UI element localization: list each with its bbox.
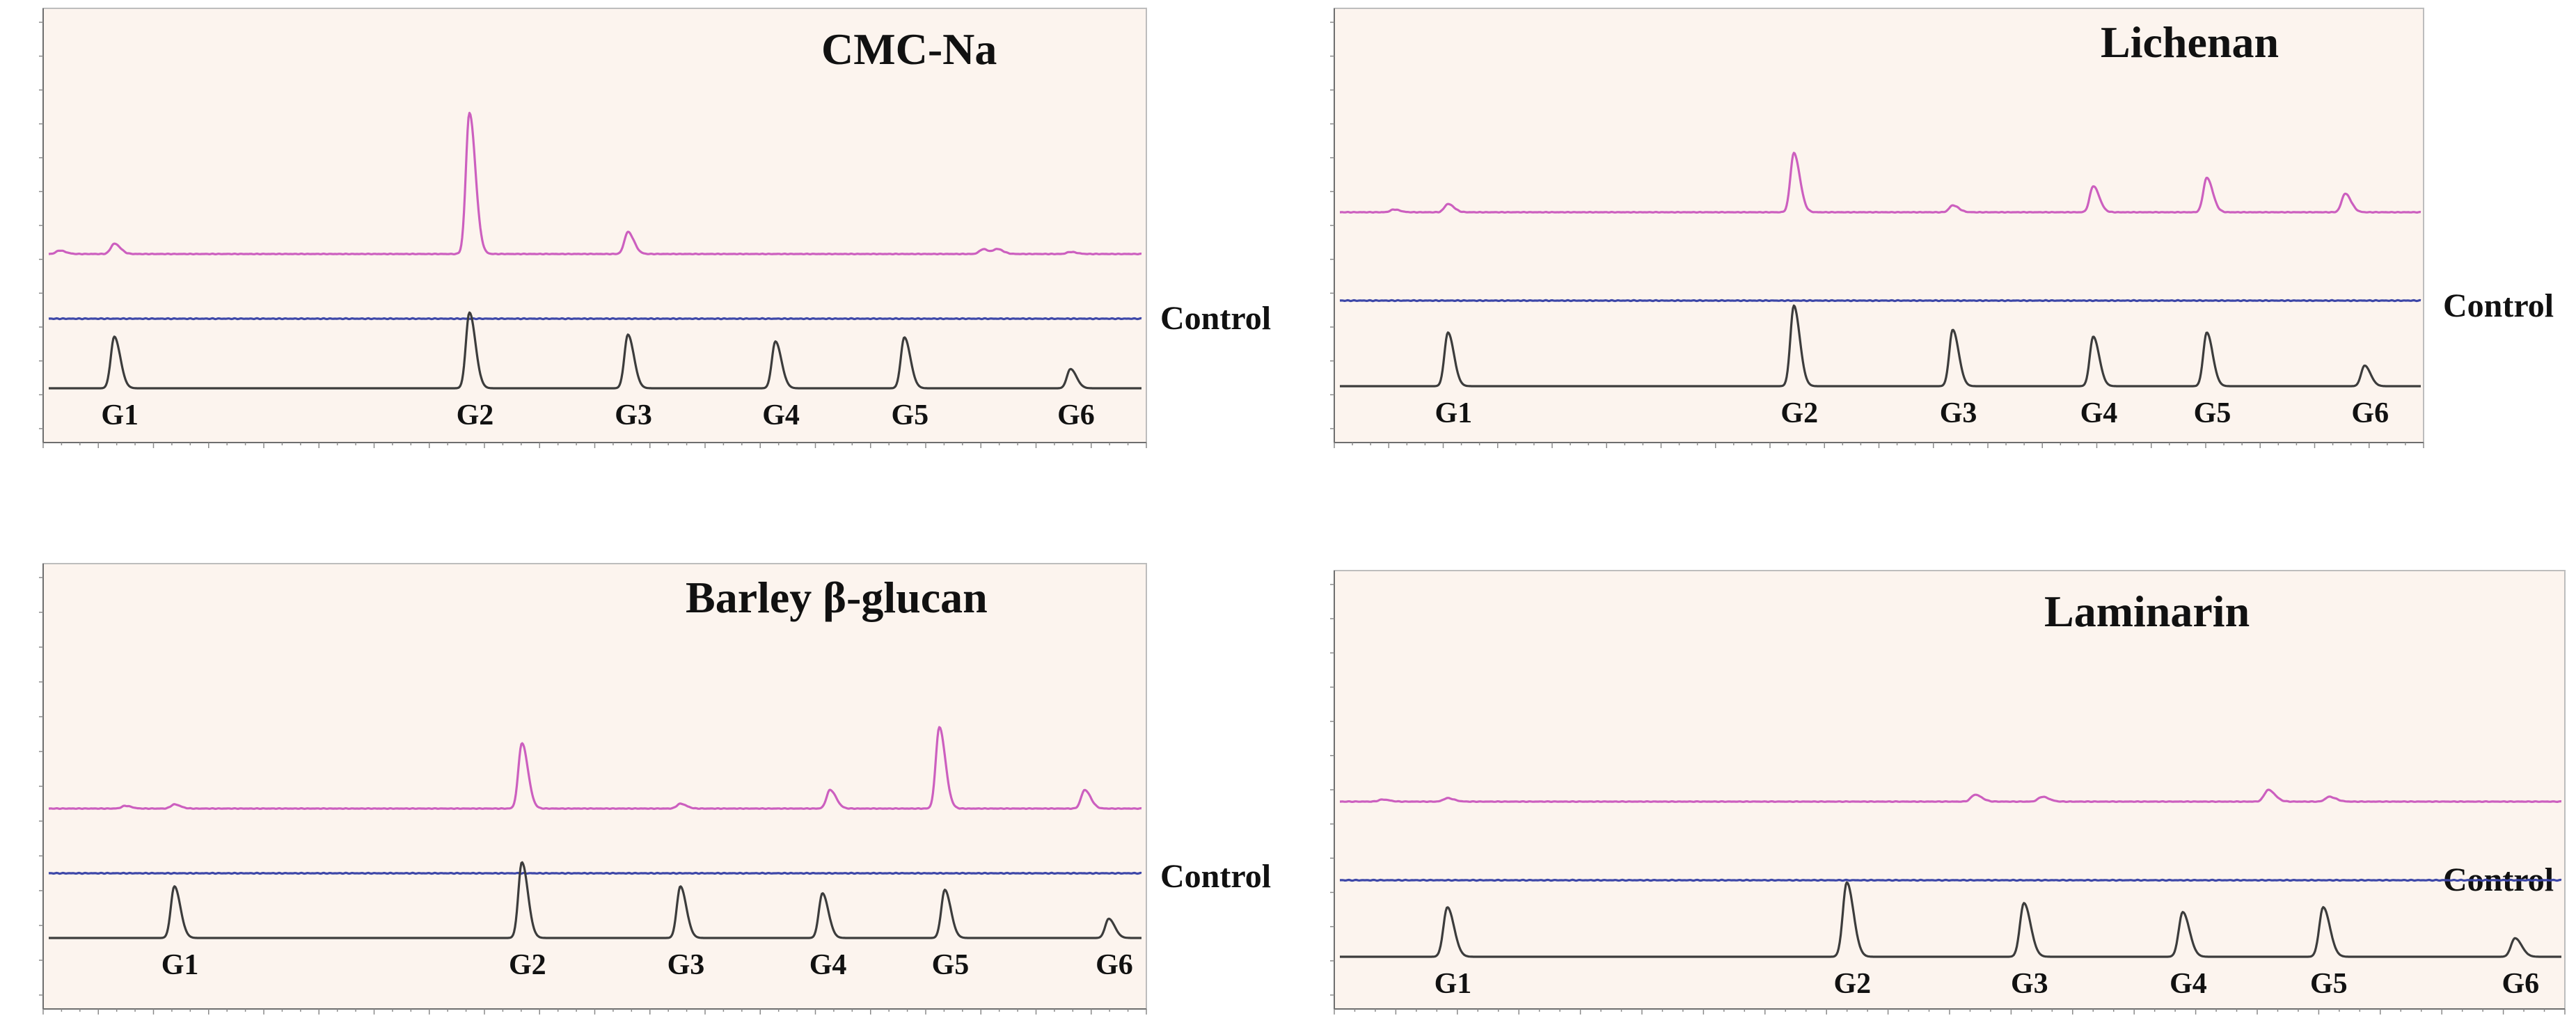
peak-label-g3: G3 bbox=[615, 399, 652, 431]
peak-label-g1: G1 bbox=[1435, 968, 1472, 1000]
peak-label-g4: G4 bbox=[762, 399, 800, 431]
y-axis bbox=[39, 8, 44, 443]
peak-label-g6: G6 bbox=[1096, 949, 1133, 981]
sample-trace bbox=[1339, 152, 2421, 214]
peak-label-g1: G1 bbox=[101, 399, 139, 431]
peak-label-g2: G2 bbox=[509, 949, 546, 981]
panel-cmc-na: CMC-Na Control G1 G2 G3 G4 G5 G6 bbox=[39, 8, 1271, 448]
plot-area bbox=[1334, 8, 2424, 443]
peak-label-g5: G5 bbox=[932, 949, 970, 981]
panel-title: Laminarin bbox=[2044, 587, 2250, 636]
panel-laminarin: Laminarin Control G1 G2 G3 G4 G5 G6 bbox=[1330, 570, 2566, 1015]
peak-label-g3: G3 bbox=[2011, 968, 2048, 1000]
peak-label-g6: G6 bbox=[2502, 968, 2539, 1000]
plot-area bbox=[42, 563, 1147, 1010]
peak-label-g2: G2 bbox=[1780, 397, 1818, 429]
x-axis bbox=[42, 442, 1147, 448]
panel-title: Lichenan bbox=[2101, 17, 2279, 67]
panel-lichenan: Lichenan Control G1 G2 G3 G4 G5 G6 bbox=[1330, 8, 2554, 448]
plot-area bbox=[42, 8, 1147, 443]
x-axis bbox=[42, 1008, 1147, 1015]
peak-label-g6: G6 bbox=[1057, 399, 1095, 431]
peak-label-g4: G4 bbox=[2080, 397, 2118, 429]
x-axis bbox=[1334, 1008, 2566, 1015]
peak-label-g2: G2 bbox=[457, 399, 494, 431]
standard-trace bbox=[1339, 304, 2421, 388]
peak-label-g1: G1 bbox=[161, 949, 199, 981]
sample-trace bbox=[48, 726, 1142, 810]
peak-label-g3: G3 bbox=[667, 949, 705, 981]
plot-area bbox=[1334, 570, 2566, 1010]
peak-label-g4: G4 bbox=[2170, 968, 2207, 1000]
control-label: Control bbox=[1160, 858, 1271, 895]
standard-trace bbox=[48, 861, 1142, 939]
peak-label-g4: G4 bbox=[809, 949, 847, 981]
panel-title: Barley β-glucan bbox=[686, 573, 988, 622]
panel-title: CMC-Na bbox=[821, 24, 997, 74]
sample-trace bbox=[48, 111, 1142, 255]
control-label: Control bbox=[1160, 300, 1271, 337]
peak-label-g5: G5 bbox=[2310, 968, 2348, 1000]
control-trace bbox=[1339, 299, 2421, 303]
standard-trace bbox=[48, 311, 1142, 390]
y-axis bbox=[1330, 571, 1335, 1009]
panel-barley-beta-glucan: Barley β-glucan Control G1 G2 G3 G4 G5 G6 bbox=[39, 563, 1271, 1015]
control-label: Control bbox=[2443, 287, 2554, 324]
sample-trace bbox=[1339, 788, 2562, 803]
peak-label-g2: G2 bbox=[1833, 968, 1871, 1000]
y-axis bbox=[1330, 8, 1335, 443]
peak-label-g5: G5 bbox=[891, 399, 929, 431]
x-axis bbox=[1334, 442, 2424, 448]
standard-trace bbox=[1339, 881, 2562, 958]
peak-label-g5: G5 bbox=[2194, 397, 2231, 429]
y-axis bbox=[39, 564, 44, 1009]
control-trace bbox=[48, 317, 1142, 321]
peak-label-g3: G3 bbox=[1940, 397, 1977, 429]
peak-label-g1: G1 bbox=[1435, 397, 1472, 429]
peak-label-g6: G6 bbox=[2351, 397, 2389, 429]
